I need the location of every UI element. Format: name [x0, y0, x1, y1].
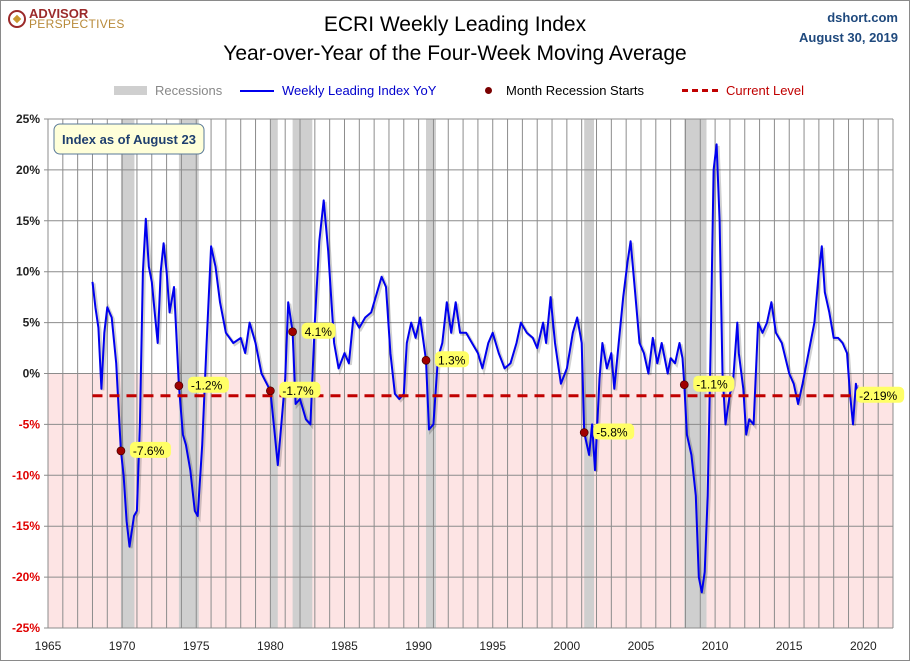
logo-advisor: ADVISOR	[29, 6, 89, 21]
recession-start-dot	[579, 428, 589, 437]
legend: Recessions Weekly Leading Index YoY Mont…	[0, 83, 910, 101]
date-text: August 30, 2019	[799, 30, 898, 45]
recession-start-label: 4.1%	[305, 325, 333, 339]
annotation-box	[53, 123, 205, 155]
series-swatch	[240, 89, 274, 92]
legend-series: Weekly Leading Index YoY	[240, 83, 436, 98]
chart-title: ECRI Weekly Leading Index	[323, 13, 587, 36]
recession-start-dot	[266, 386, 275, 396]
recession-start-label-bg	[129, 441, 171, 458]
recession-start-label-bg	[301, 322, 336, 339]
recession-swatch	[114, 86, 147, 95]
chart-subtitle: Year-over-Year of the Four-Week Moving A…	[223, 42, 687, 65]
recession-start-label: -1.7%	[282, 384, 314, 398]
legend-series-label: Weekly Leading Index YoY	[282, 83, 437, 98]
recession-start-dot	[421, 355, 431, 365]
recession-start-label: -5.8%	[596, 426, 628, 440]
dot-swatch	[485, 87, 492, 94]
y-tick-label: 0%	[23, 367, 41, 381]
x-tick-label: 1975	[183, 639, 210, 653]
recession-start-dot	[679, 380, 689, 390]
annotation-text: Index as of August 23	[62, 132, 196, 147]
logo-perspectives: PERSPECTIVES	[29, 17, 125, 31]
x-tick-label: 1995	[479, 639, 506, 653]
recession-start-label: -1.2%	[191, 379, 223, 393]
recession-start-dot	[116, 446, 126, 456]
legend-recessions: Recessions	[114, 83, 222, 98]
recession-start-label: 1.3%	[438, 353, 466, 367]
legend-dots-label: Month Recession Starts	[506, 83, 645, 98]
current-swatch	[682, 89, 718, 92]
x-tick-label: 2015	[776, 639, 803, 653]
x-tick-label: 2020	[850, 639, 877, 653]
x-tick-label: 2005	[628, 639, 655, 653]
recession-start-label-bg	[279, 381, 321, 398]
x-tick-label: 2010	[702, 639, 729, 653]
recession-start-label-bg	[435, 351, 470, 368]
y-tick-label: 10%	[16, 265, 40, 279]
y-tick-label: 20%	[16, 163, 40, 177]
x-tick-label: 1985	[331, 639, 358, 653]
y-tick-label: -10%	[12, 468, 40, 482]
current-level-label-bg	[856, 386, 905, 403]
x-tick-label: 1965	[35, 639, 62, 653]
advisor-perspectives-logo: ADVISOR PERSPECTIVES	[8, 6, 125, 31]
recession-start-dot	[174, 381, 184, 391]
recession-start-label-bg	[593, 423, 635, 440]
x-tick-label: 2000	[554, 639, 581, 653]
x-tick-label: 1990	[405, 639, 432, 653]
y-tick-label: -25%	[12, 621, 40, 635]
negative-region	[48, 373, 893, 628]
legend-recessions-label: Recessions	[155, 83, 223, 98]
recession-start-label-bg	[693, 375, 735, 392]
y-tick-label: 5%	[23, 316, 41, 330]
recession-start-label: -1.1%	[696, 378, 728, 392]
compass-icon	[8, 10, 26, 28]
recession-start-dot	[288, 327, 297, 337]
x-tick-label: 1980	[257, 639, 284, 653]
y-tick-label: -15%	[12, 519, 40, 533]
recession-start-label: -7.6%	[133, 444, 165, 458]
x-tick-label: 1970	[109, 639, 136, 653]
legend-dots: Month Recession Starts	[485, 83, 644, 98]
legend-current-label: Current Level	[726, 83, 805, 98]
current-level-label: -2.19%	[859, 389, 897, 403]
source-block: dshort.com August 30, 2019	[799, 8, 898, 48]
source-text: dshort.com	[827, 10, 898, 25]
y-tick-label: -20%	[12, 570, 40, 584]
y-tick-label: 15%	[16, 214, 40, 228]
y-tick-label: 25%	[16, 112, 40, 126]
y-tick-label: -5%	[19, 417, 41, 431]
recession-start-label-bg	[187, 376, 229, 393]
legend-current: Current Level	[682, 83, 804, 98]
